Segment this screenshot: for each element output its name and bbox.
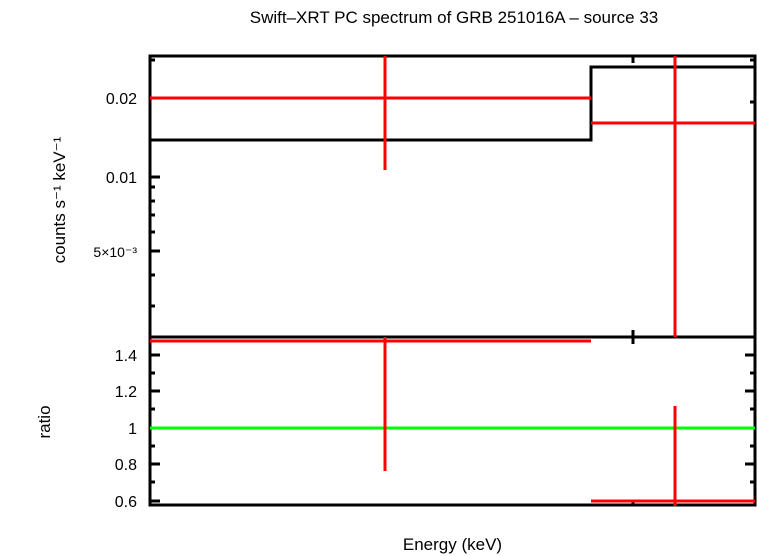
x-axis-label: Energy (keV) (402, 535, 503, 554)
top-y-ticks (150, 56, 755, 344)
ytick-top-1: 0.01 (106, 170, 137, 187)
ytick-bottom-4: 0.6 (115, 494, 137, 511)
bottom-y-ticks (150, 353, 755, 505)
ytick-bottom-3: 0.8 (115, 457, 137, 474)
ytick-top-0: 0.02 (106, 91, 137, 108)
ytick-bottom-1: 1.2 (115, 384, 137, 401)
y-axis-label-counts: counts s⁻¹ keV⁻¹ (50, 136, 69, 264)
ytick-top-2: 5×10⁻³ (93, 244, 137, 260)
y-axis-label-ratio: ratio (35, 405, 54, 439)
spectrum-data-points (150, 56, 755, 337)
chart-title: Swift–XRT PC spectrum of GRB 251016A – s… (249, 8, 659, 27)
ytick-bottom-2: 1 (128, 421, 137, 438)
ratio-data-points (150, 337, 755, 506)
model-step-line (150, 65, 755, 142)
ratio-panel-frame (148, 335, 757, 507)
ytick-bottom-0: 1.4 (115, 348, 137, 365)
